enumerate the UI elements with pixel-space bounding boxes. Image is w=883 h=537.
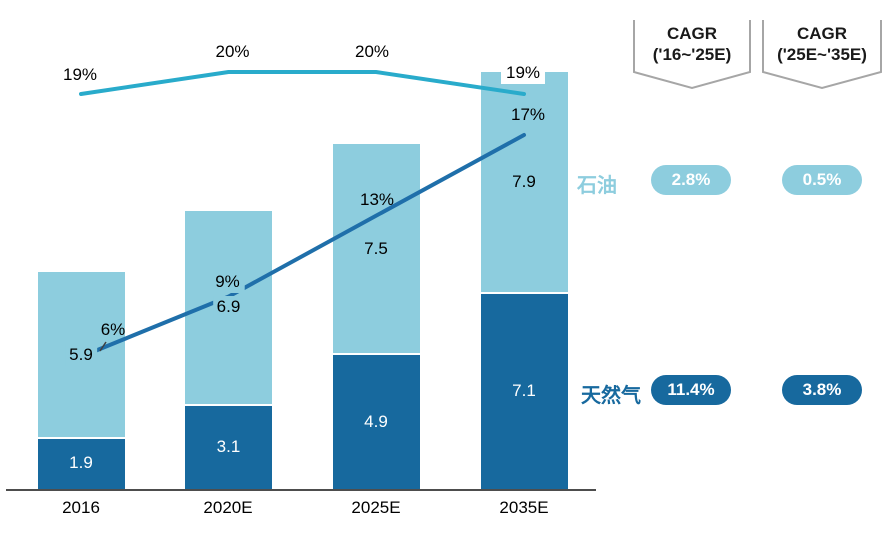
gas-share-line [93,133,526,353]
x-tick-2035e: 2035E [499,498,549,517]
label-leader-line [99,341,107,352]
bar-segment-gas-2020E [185,403,272,490]
legend-label-gas: 天然气 [581,385,641,407]
gas-cagr-pill-1: 11.4% [651,375,731,405]
bar-segment-gas-2025E [332,353,420,490]
bar-segment-oil-2025E [332,144,420,354]
oil-cagr-pill-2: 0.5% [782,165,862,195]
x-tick-2016: 2016 [62,498,100,517]
oil-cagr-pill-1: 2.8% [651,165,731,195]
cagr-banner-1-text: CAGR ('16~'25E) [633,23,751,65]
gas-cagr-pill-2: 3.8% [782,375,862,405]
oil-share-line [79,70,526,96]
legend-label-oil: 石油 [577,175,617,197]
x-tick-2025e: 2025E [351,498,401,517]
cagr-banner-1-title: CAGR [666,24,718,43]
cagr-banner-1-shape [633,20,751,90]
x-tick-2020e: 2020E [203,498,253,517]
cagr-banner-2-shape [762,20,882,90]
cagr-banner-1-range: ('16~'25E) [652,45,732,64]
bar-segment-oil-2035E [480,71,568,292]
bar-segment-gas-2016 [37,436,125,490]
bar-segment-gas-2035E [480,291,568,490]
cagr-banner-2-title: CAGR [796,24,848,43]
cagr-banner-2-text: CAGR ('25E~'35E) [763,23,881,65]
cagr-banner-2-range: ('25E~'35E) [777,45,867,64]
x-axis-line [6,489,596,491]
